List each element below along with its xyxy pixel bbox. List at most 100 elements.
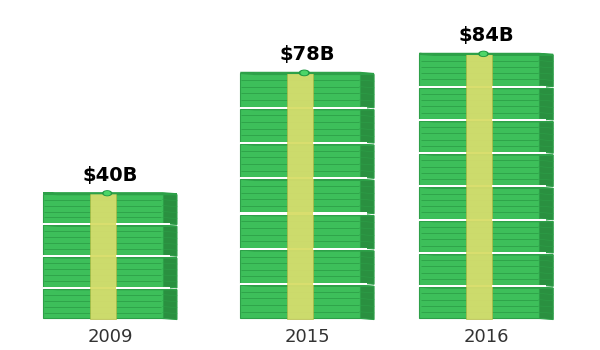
Bar [419, 219, 546, 220]
Text: $78B: $78B [280, 45, 335, 64]
Circle shape [301, 71, 307, 75]
Polygon shape [539, 287, 553, 320]
Bar [240, 250, 360, 283]
Polygon shape [43, 289, 177, 290]
Bar [90, 287, 116, 289]
Bar [419, 54, 539, 86]
Bar [43, 255, 170, 257]
Bar [466, 53, 493, 320]
Bar [287, 212, 313, 215]
Polygon shape [419, 187, 553, 188]
Bar [240, 177, 367, 179]
Polygon shape [419, 88, 553, 89]
Bar [43, 225, 163, 255]
Bar [240, 109, 360, 142]
Polygon shape [163, 257, 177, 288]
Bar [43, 257, 163, 287]
Bar [466, 285, 493, 287]
Bar [466, 186, 493, 187]
Polygon shape [43, 225, 177, 226]
Polygon shape [360, 179, 374, 214]
Circle shape [481, 52, 487, 56]
Text: $40B: $40B [82, 166, 138, 184]
Text: 2009: 2009 [88, 328, 133, 345]
Polygon shape [43, 257, 177, 258]
Bar [287, 106, 313, 109]
Polygon shape [419, 121, 553, 122]
Bar [419, 252, 546, 254]
Polygon shape [539, 88, 553, 120]
Bar [240, 285, 360, 318]
Text: 2015: 2015 [284, 328, 330, 345]
Bar [419, 186, 546, 187]
Bar [287, 283, 313, 285]
Bar [419, 154, 539, 186]
Bar [90, 223, 116, 225]
Polygon shape [419, 53, 553, 54]
Bar [466, 219, 493, 220]
Polygon shape [240, 109, 374, 110]
Circle shape [299, 70, 309, 76]
Bar [43, 223, 170, 225]
Polygon shape [419, 220, 553, 222]
Bar [287, 177, 313, 179]
Bar [419, 152, 546, 154]
Bar [43, 289, 163, 318]
Polygon shape [240, 179, 374, 181]
Bar [419, 86, 546, 88]
Circle shape [479, 51, 488, 56]
Polygon shape [240, 215, 374, 216]
Polygon shape [419, 287, 553, 288]
Polygon shape [240, 74, 374, 75]
Bar [419, 220, 539, 252]
Circle shape [104, 192, 110, 195]
Polygon shape [419, 254, 553, 255]
Bar [240, 215, 360, 248]
Bar [419, 254, 539, 285]
Polygon shape [360, 250, 374, 284]
Polygon shape [43, 194, 177, 195]
Bar [240, 74, 360, 106]
Polygon shape [539, 220, 553, 253]
Bar [419, 285, 546, 287]
Bar [419, 119, 546, 121]
Bar [240, 283, 367, 285]
Polygon shape [163, 225, 177, 256]
Bar [466, 119, 493, 121]
Bar [466, 152, 493, 154]
Text: 2016: 2016 [464, 328, 509, 345]
Circle shape [103, 191, 112, 196]
Polygon shape [163, 194, 177, 224]
Polygon shape [360, 144, 374, 178]
Bar [419, 287, 539, 318]
Polygon shape [539, 254, 553, 286]
Polygon shape [43, 193, 177, 194]
Polygon shape [419, 154, 553, 155]
Bar [419, 187, 539, 219]
Text: $84B: $84B [458, 26, 514, 45]
Polygon shape [360, 215, 374, 249]
Polygon shape [539, 187, 553, 220]
Polygon shape [539, 54, 553, 87]
Bar [466, 86, 493, 88]
Polygon shape [360, 285, 374, 320]
Polygon shape [360, 109, 374, 143]
Bar [240, 179, 360, 212]
Bar [287, 72, 313, 320]
Polygon shape [240, 250, 374, 251]
Polygon shape [539, 121, 553, 153]
Polygon shape [240, 144, 374, 145]
Bar [466, 252, 493, 254]
Bar [240, 144, 360, 177]
Polygon shape [240, 285, 374, 286]
Bar [43, 287, 170, 289]
Bar [240, 106, 367, 109]
Bar [43, 194, 163, 223]
Polygon shape [419, 54, 553, 55]
Bar [240, 212, 367, 215]
Bar [90, 255, 116, 257]
Bar [90, 193, 116, 320]
Polygon shape [163, 289, 177, 320]
Bar [419, 88, 539, 119]
Polygon shape [539, 154, 553, 187]
